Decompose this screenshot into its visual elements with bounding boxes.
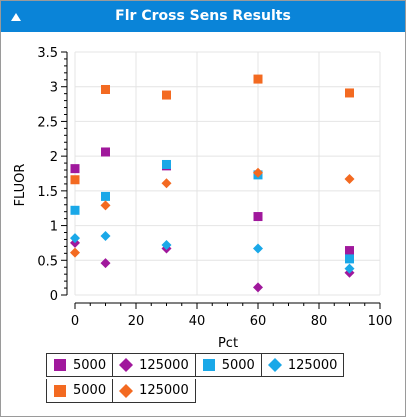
x-tick-label: 80 [311, 314, 328, 329]
legend-item: 125000 [112, 353, 195, 377]
legend-row: 5000 125000 [46, 379, 344, 405]
y-tick-label: 1 [50, 220, 58, 235]
legend-label: 125000 [139, 357, 189, 373]
diamond-marker-icon [119, 383, 134, 398]
legend-label: 125000 [139, 383, 189, 398]
data-point [253, 74, 263, 84]
diamond-marker-icon [267, 358, 282, 372]
legend-item: 125000 [112, 379, 196, 403]
data-point [345, 246, 354, 256]
x-tick-label: 0 [71, 314, 79, 329]
data-point [70, 205, 80, 215]
legend-row: 5000 125000 5000 125000 [46, 353, 345, 379]
legend-swatch [119, 358, 134, 372]
legend: 5000 125000 5000 125000 5000 125000 [46, 353, 345, 405]
y-tick-label: 0 [50, 289, 58, 304]
axes: 0 0.5 1 1.5 2 2.5 3 3.5 0 20 40 60 80 100 [37, 46, 392, 329]
window-title: Flr Cross Sens Results [115, 8, 291, 24]
data-point [100, 230, 111, 241]
y-tick-label: 2.5 [37, 115, 58, 130]
legend-label: 125000 [287, 357, 338, 373]
y-tick-label: 0.5 [37, 254, 58, 269]
legend-item: 5000 [46, 353, 113, 377]
legend-label: 5000 [73, 357, 107, 373]
scatter-plot: 0 0.5 1 1.5 2 2.5 3 3.5 0 20 40 60 80 100 Pct FLUOR [13, 46, 392, 351]
y-tick-label: 3.5 [37, 46, 58, 61]
y-axis-label: FLUOR [13, 164, 28, 207]
legend-swatch [54, 384, 66, 397]
data-point [253, 167, 263, 178]
diamond-marker-icon [119, 358, 134, 372]
triangle-up-icon[interactable] [7, 1, 25, 32]
legend-item: 125000 [260, 353, 345, 377]
x-tick-label: 40 [189, 314, 206, 329]
legend-swatch [119, 383, 134, 398]
x-axis-label: Pct [218, 336, 238, 351]
data-point [253, 212, 263, 222]
y-tick-label: 3 [50, 81, 58, 96]
legend-swatch [202, 359, 215, 371]
x-tick-label: 100 [368, 314, 393, 329]
legend-label: 5000 [221, 357, 255, 373]
data-point [101, 84, 110, 94]
grid [74, 51, 381, 296]
data-point [253, 282, 263, 293]
data-point [162, 159, 171, 169]
data-point [161, 240, 172, 251]
square-marker-icon [202, 359, 215, 371]
legend-swatch [267, 358, 282, 372]
x-tick-label: 20 [128, 314, 145, 329]
data-point [70, 175, 80, 185]
title-bar: Flr Cross Sens Results [1, 1, 405, 32]
data-points [70, 74, 355, 293]
data-point [345, 88, 354, 98]
square-marker-icon [54, 384, 66, 397]
axis-labels: Pct FLUOR [13, 164, 238, 351]
legend-swatch [54, 359, 66, 371]
legend-label: 5000 [73, 383, 107, 398]
data-point [344, 263, 355, 274]
data-point [345, 254, 354, 264]
x-tick-label: 60 [250, 314, 267, 329]
legend-item: 5000 [46, 379, 113, 403]
y-tick-label: 2 [50, 150, 58, 165]
data-point [161, 178, 172, 189]
data-point [162, 90, 171, 100]
data-point [100, 200, 111, 211]
data-point [101, 147, 110, 157]
y-tick-label: 1.5 [37, 185, 58, 200]
data-point [344, 174, 355, 185]
data-point [70, 247, 80, 258]
data-point [100, 258, 111, 269]
data-point [253, 243, 263, 254]
legend-item: 5000 [194, 353, 261, 377]
square-marker-icon [54, 359, 66, 371]
data-point [101, 191, 110, 201]
data-point [70, 164, 80, 174]
data-point [70, 233, 80, 244]
